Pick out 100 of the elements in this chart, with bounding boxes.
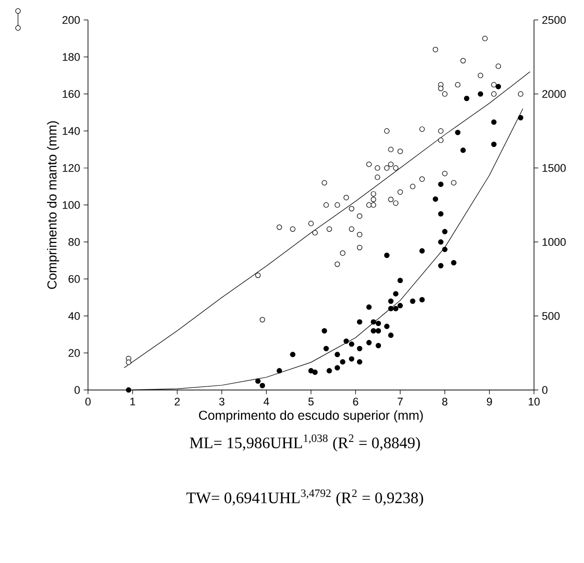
point bbox=[398, 189, 403, 195]
point bbox=[451, 260, 456, 266]
point bbox=[393, 165, 398, 171]
point bbox=[370, 319, 376, 325]
point bbox=[398, 278, 403, 284]
point bbox=[384, 165, 390, 171]
x-axis-title: Comprimento do escudo superior (mm) bbox=[199, 410, 423, 422]
point bbox=[432, 196, 438, 202]
point bbox=[442, 170, 448, 176]
x-tick-label: 8 bbox=[442, 398, 448, 406]
point bbox=[322, 328, 328, 334]
point bbox=[308, 220, 314, 226]
point bbox=[340, 250, 346, 256]
point bbox=[491, 119, 497, 125]
y-tick-label: 0 bbox=[74, 386, 80, 394]
point bbox=[334, 261, 340, 267]
point bbox=[366, 202, 372, 208]
x-tick-label: 10 bbox=[528, 398, 540, 406]
point bbox=[393, 306, 398, 312]
point bbox=[460, 148, 466, 153]
point bbox=[442, 246, 448, 252]
point bbox=[322, 180, 328, 186]
point bbox=[334, 365, 340, 370]
point bbox=[438, 138, 444, 143]
point bbox=[482, 36, 488, 42]
point bbox=[442, 91, 448, 97]
point bbox=[388, 332, 394, 338]
point bbox=[491, 82, 497, 88]
point bbox=[260, 316, 266, 322]
point bbox=[344, 338, 349, 344]
point bbox=[478, 91, 484, 97]
point bbox=[451, 180, 456, 186]
point bbox=[518, 91, 524, 97]
point bbox=[290, 352, 296, 358]
y-tick-label: 140 bbox=[62, 127, 80, 135]
line-series bbox=[124, 71, 530, 368]
x-tick-label: 5 bbox=[308, 398, 314, 406]
point bbox=[438, 86, 444, 92]
point bbox=[518, 114, 524, 120]
x-tick-label: 4 bbox=[264, 398, 270, 406]
point bbox=[356, 346, 362, 352]
point bbox=[356, 319, 362, 325]
point bbox=[255, 272, 261, 278]
point bbox=[370, 328, 376, 334]
point bbox=[326, 368, 332, 374]
point bbox=[388, 196, 394, 202]
point bbox=[398, 148, 403, 154]
point bbox=[393, 200, 398, 206]
point bbox=[491, 142, 497, 147]
x-tick-label: 7 bbox=[398, 398, 403, 406]
point bbox=[438, 182, 444, 187]
point bbox=[478, 72, 484, 78]
point bbox=[356, 213, 362, 219]
point bbox=[348, 226, 354, 232]
point bbox=[496, 64, 502, 69]
point bbox=[370, 191, 376, 197]
point bbox=[438, 128, 444, 134]
point bbox=[340, 359, 346, 365]
y2-tick-label: 1000 bbox=[542, 238, 566, 246]
point bbox=[438, 262, 444, 268]
point bbox=[356, 359, 362, 365]
y-tick-label: 100 bbox=[62, 201, 80, 209]
point bbox=[419, 176, 425, 182]
y2-tick-label: 500 bbox=[542, 312, 560, 320]
point bbox=[388, 162, 394, 167]
point bbox=[276, 368, 282, 374]
point bbox=[464, 96, 470, 102]
point bbox=[326, 226, 332, 232]
point bbox=[374, 174, 380, 180]
point bbox=[348, 356, 354, 362]
point bbox=[438, 211, 444, 217]
point bbox=[370, 196, 376, 202]
point bbox=[366, 162, 372, 167]
point bbox=[356, 232, 362, 238]
point bbox=[491, 91, 497, 97]
y-axis-title: Comprimento do manto (mm) bbox=[47, 121, 60, 289]
point bbox=[455, 130, 460, 136]
y-tick-label: 120 bbox=[62, 164, 80, 172]
point bbox=[312, 230, 318, 236]
point bbox=[348, 206, 354, 212]
y2-tick-label: 0 bbox=[542, 386, 548, 394]
point bbox=[366, 304, 372, 310]
point bbox=[388, 146, 394, 152]
y-tick-label: 200 bbox=[62, 16, 80, 24]
x-tick-label: 2 bbox=[174, 398, 180, 406]
y2-tick-label: 2000 bbox=[542, 90, 566, 98]
point bbox=[126, 387, 132, 393]
point bbox=[419, 248, 425, 254]
point bbox=[384, 128, 390, 134]
point bbox=[334, 202, 340, 208]
point bbox=[398, 302, 403, 308]
point bbox=[290, 226, 296, 232]
point bbox=[388, 298, 394, 304]
y-tick-label: 20 bbox=[68, 349, 80, 357]
point bbox=[410, 184, 416, 190]
point bbox=[323, 346, 329, 352]
point bbox=[393, 291, 398, 296]
point bbox=[370, 202, 376, 208]
y2-tick-label: 1500 bbox=[542, 164, 566, 172]
point bbox=[348, 341, 354, 347]
